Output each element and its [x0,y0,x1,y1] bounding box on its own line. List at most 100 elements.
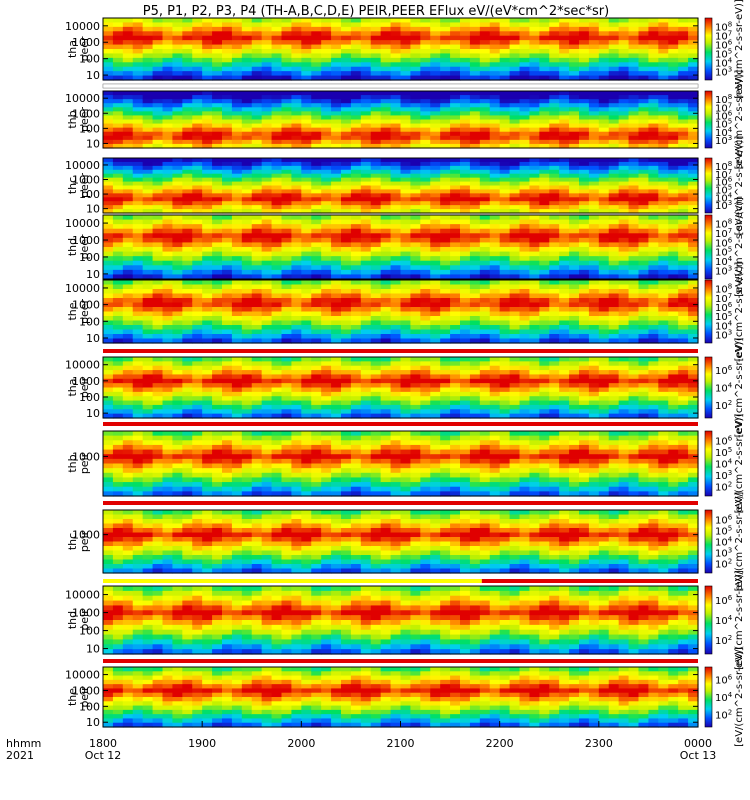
spectrogram-cell [658,215,669,221]
spectrogram-cell [390,127,402,133]
spectrogram-cell [192,189,203,194]
spectrogram-cell [628,228,640,234]
spectrogram-cell [311,298,322,304]
spectrogram-cell [112,237,124,244]
spectrogram-cell [648,193,659,198]
spectrogram-cell [598,40,610,46]
spectrogram-cell [400,400,412,406]
spectrogram-cell [122,193,134,198]
spectrogram-cell [321,298,332,304]
spectrogram-cell [420,298,431,304]
spectrogram-cell [618,127,630,133]
spectrogram-cell [281,242,293,248]
spectrogram-cell [539,115,550,121]
spectrogram-cell [192,311,203,317]
spectrogram-cell [579,143,590,149]
spectrogram-cell [569,161,580,167]
spectrogram-cell [519,91,531,96]
spectrogram-cell [440,404,451,410]
spectrogram-cell [241,383,253,389]
spectrogram-cell [618,320,630,326]
spectrogram-cell [519,99,531,104]
spectrogram-cell [549,35,560,41]
spectrogram-cell [251,173,263,179]
spectrogram-cell [440,35,451,41]
spectrogram-cell [112,66,124,72]
spectrogram-cell [222,302,233,308]
spectrogram-cell [192,115,203,121]
spectrogram-cell [331,165,342,171]
spectrogram-cell [331,40,342,46]
spectrogram-cell [360,131,372,137]
spectrogram-cell [231,173,243,179]
spectrogram-cell [648,311,659,317]
spectrogram-cell [222,247,233,253]
spectrogram-cell [400,320,412,326]
spectrogram-cell [271,316,283,322]
spectrogram-cell [192,329,203,335]
spectrogram-cell [370,280,382,286]
y-tick-label: 100 [79,188,100,201]
spectrogram-cell [241,44,253,50]
spectrogram-cell [618,40,630,46]
spectrogram-cell [509,251,521,257]
spectrogram-cell [410,209,421,214]
spectrogram-cell [182,260,193,266]
spectrogram-cell [450,404,461,410]
spectrogram-cell [588,158,600,163]
spectrogram-cell [608,205,620,210]
spectrogram-cell [182,40,193,46]
spectrogram-cell [390,44,402,50]
spectrogram-cell [152,361,164,367]
spectrogram-cell [321,361,332,367]
spectrogram-cell [231,127,243,133]
spectrogram-cell [579,139,590,145]
spectrogram-cell [222,35,233,41]
spectrogram-cell [103,49,114,55]
spectrogram-cell [231,329,243,335]
spectrogram-cell [182,177,193,183]
spectrogram-cell [688,26,699,32]
spectrogram-cell [311,189,322,194]
spectrogram-cell [231,99,243,104]
spectrogram-cell [112,189,124,194]
spectrogram-cell [231,289,243,295]
spectrogram-cell [182,209,193,214]
spectrogram-cell [479,413,491,419]
y-tick-label: 1000 [72,107,100,120]
spectrogram-cell [380,53,392,59]
spectrogram-cell [648,169,659,175]
spectrogram-cell [499,302,511,308]
spectrogram-cell [142,233,154,239]
spectrogram-cell [182,31,193,37]
spectrogram-cell [251,224,263,230]
spectrogram-cell [469,165,481,171]
spectrogram-cell [331,71,342,77]
spectrogram-cell [410,396,421,402]
spectrogram-cell [598,293,610,299]
spectrogram-cell [509,197,521,202]
spectrogram-cell [549,219,560,225]
spectrogram-cell [122,391,134,397]
spectrogram-cell [212,31,223,37]
spectrogram-cell [410,75,421,81]
spectrogram-cell [103,293,114,299]
spectrogram-cell [380,165,392,171]
spectrogram-cell [212,334,223,340]
spectrogram-cell [271,139,283,145]
colorbar-tick-label: 103 [715,328,732,341]
spectrogram-cell [291,205,302,210]
spectrogram-cell [598,307,610,313]
spectrogram-cell [331,391,342,397]
spectrogram-cell [489,18,501,24]
spectrogram-cell [172,357,183,362]
spectrogram-cell [350,22,362,28]
spectrogram-cell [579,135,590,141]
spectrogram-cell [549,293,560,299]
spectrogram-cell [192,197,203,202]
spectrogram-cell [519,205,531,210]
spectrogram-cell [132,325,144,331]
spectrogram-cell [519,228,531,234]
spectrogram-cell [549,185,560,191]
spectrogram-cell [400,18,412,24]
